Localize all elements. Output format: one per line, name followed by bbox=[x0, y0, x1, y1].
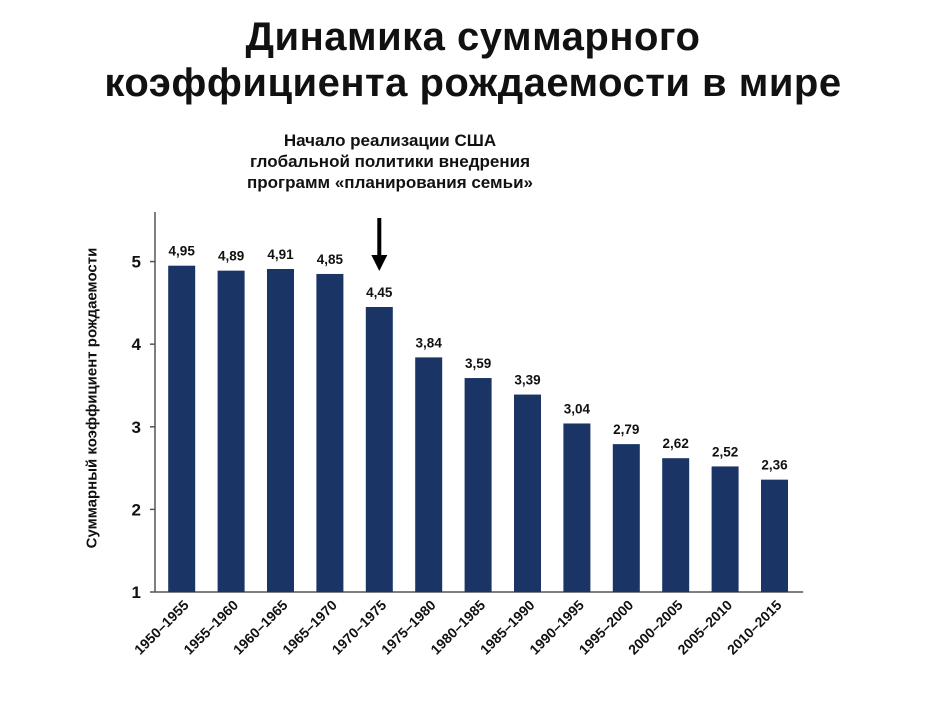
y-tick-label: 3 bbox=[132, 418, 141, 437]
bar bbox=[612, 444, 640, 592]
bar bbox=[316, 273, 344, 592]
bar bbox=[514, 394, 541, 592]
y-tick-label: 1 bbox=[132, 583, 141, 602]
bar-value-label: 4,89 bbox=[218, 249, 244, 264]
y-tick-label: 2 bbox=[132, 500, 141, 519]
bar-value-label: 4,95 bbox=[169, 244, 196, 259]
bar-value-label: 3,39 bbox=[514, 373, 540, 388]
bar bbox=[563, 423, 591, 592]
bar bbox=[217, 270, 245, 592]
bar bbox=[711, 466, 739, 592]
bar bbox=[761, 479, 788, 592]
y-tick-label: 4 bbox=[132, 335, 142, 354]
chart-title-line-1: Динамика суммарного bbox=[245, 15, 701, 59]
bar bbox=[365, 307, 393, 592]
bar-value-label: 2,52 bbox=[712, 444, 738, 459]
bar bbox=[168, 265, 196, 592]
chart-title: Динамика суммарного коэффициента рождаем… bbox=[0, 14, 946, 106]
bar-value-label: 4,45 bbox=[366, 285, 393, 300]
bar-value-label: 2,79 bbox=[613, 422, 639, 437]
bar-value-label: 3,59 bbox=[465, 356, 491, 371]
bar bbox=[415, 357, 443, 592]
bar bbox=[267, 269, 294, 592]
y-tick-label: 5 bbox=[132, 253, 141, 272]
chart-title-line-2: коэффициента рождаемости в мире bbox=[104, 61, 842, 105]
bar bbox=[464, 378, 492, 592]
bar bbox=[662, 458, 690, 592]
bar-value-label: 2,62 bbox=[663, 436, 689, 451]
bar-value-label: 3,04 bbox=[564, 401, 591, 416]
bar-value-label: 4,85 bbox=[317, 252, 344, 267]
bar-value-label: 4,91 bbox=[267, 247, 294, 262]
policy-annotation: Начало реализации США глобальной политик… bbox=[247, 131, 533, 192]
bar-value-label: 3,84 bbox=[416, 335, 443, 350]
annotation-arrow-head bbox=[371, 255, 388, 271]
bar-value-label: 2,36 bbox=[761, 458, 788, 473]
